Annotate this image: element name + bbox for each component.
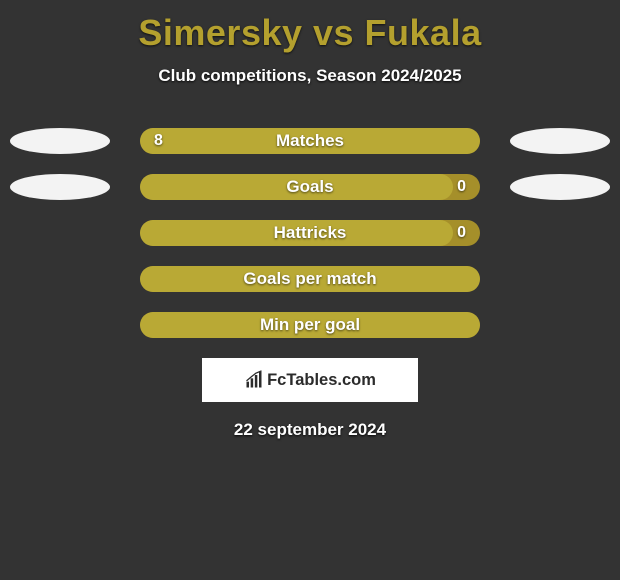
stat-label: Goals per match	[243, 269, 376, 289]
stat-bar: Goals per match	[140, 266, 480, 292]
stat-label: Matches	[276, 131, 344, 151]
right-value: 0	[457, 224, 466, 242]
stat-row: Min per goal	[0, 312, 620, 338]
stat-row: Goals per match	[0, 266, 620, 292]
infographic-container: Simersky vs Fukala Club competitions, Se…	[0, 0, 620, 580]
stat-label: Goals	[286, 177, 333, 197]
left-value: 8	[154, 132, 163, 150]
stat-label: Hattricks	[274, 223, 347, 243]
stat-row: Hattricks 0	[0, 220, 620, 246]
attribution-text: FcTables.com	[244, 370, 376, 390]
right-ellipse	[510, 174, 610, 200]
attribution-box: FcTables.com	[202, 358, 418, 402]
left-ellipse	[10, 174, 110, 200]
stat-rows: 8 Matches Goals 0 Hattricks 0	[0, 128, 620, 338]
stat-row: 8 Matches	[0, 128, 620, 154]
page-title: Simersky vs Fukala	[0, 0, 620, 54]
stat-bar: Hattricks 0	[140, 220, 480, 246]
subtitle: Club competitions, Season 2024/2025	[0, 66, 620, 86]
date-text: 22 september 2024	[0, 420, 620, 440]
right-value: 0	[457, 178, 466, 196]
stat-label: Min per goal	[260, 315, 360, 335]
stat-bar: Goals 0	[140, 174, 480, 200]
right-ellipse	[510, 128, 610, 154]
stat-bar: 8 Matches	[140, 128, 480, 154]
stat-row: Goals 0	[0, 174, 620, 200]
stat-bar: Min per goal	[140, 312, 480, 338]
attribution-label: FcTables.com	[267, 371, 376, 390]
left-ellipse	[10, 128, 110, 154]
chart-icon	[244, 370, 264, 390]
